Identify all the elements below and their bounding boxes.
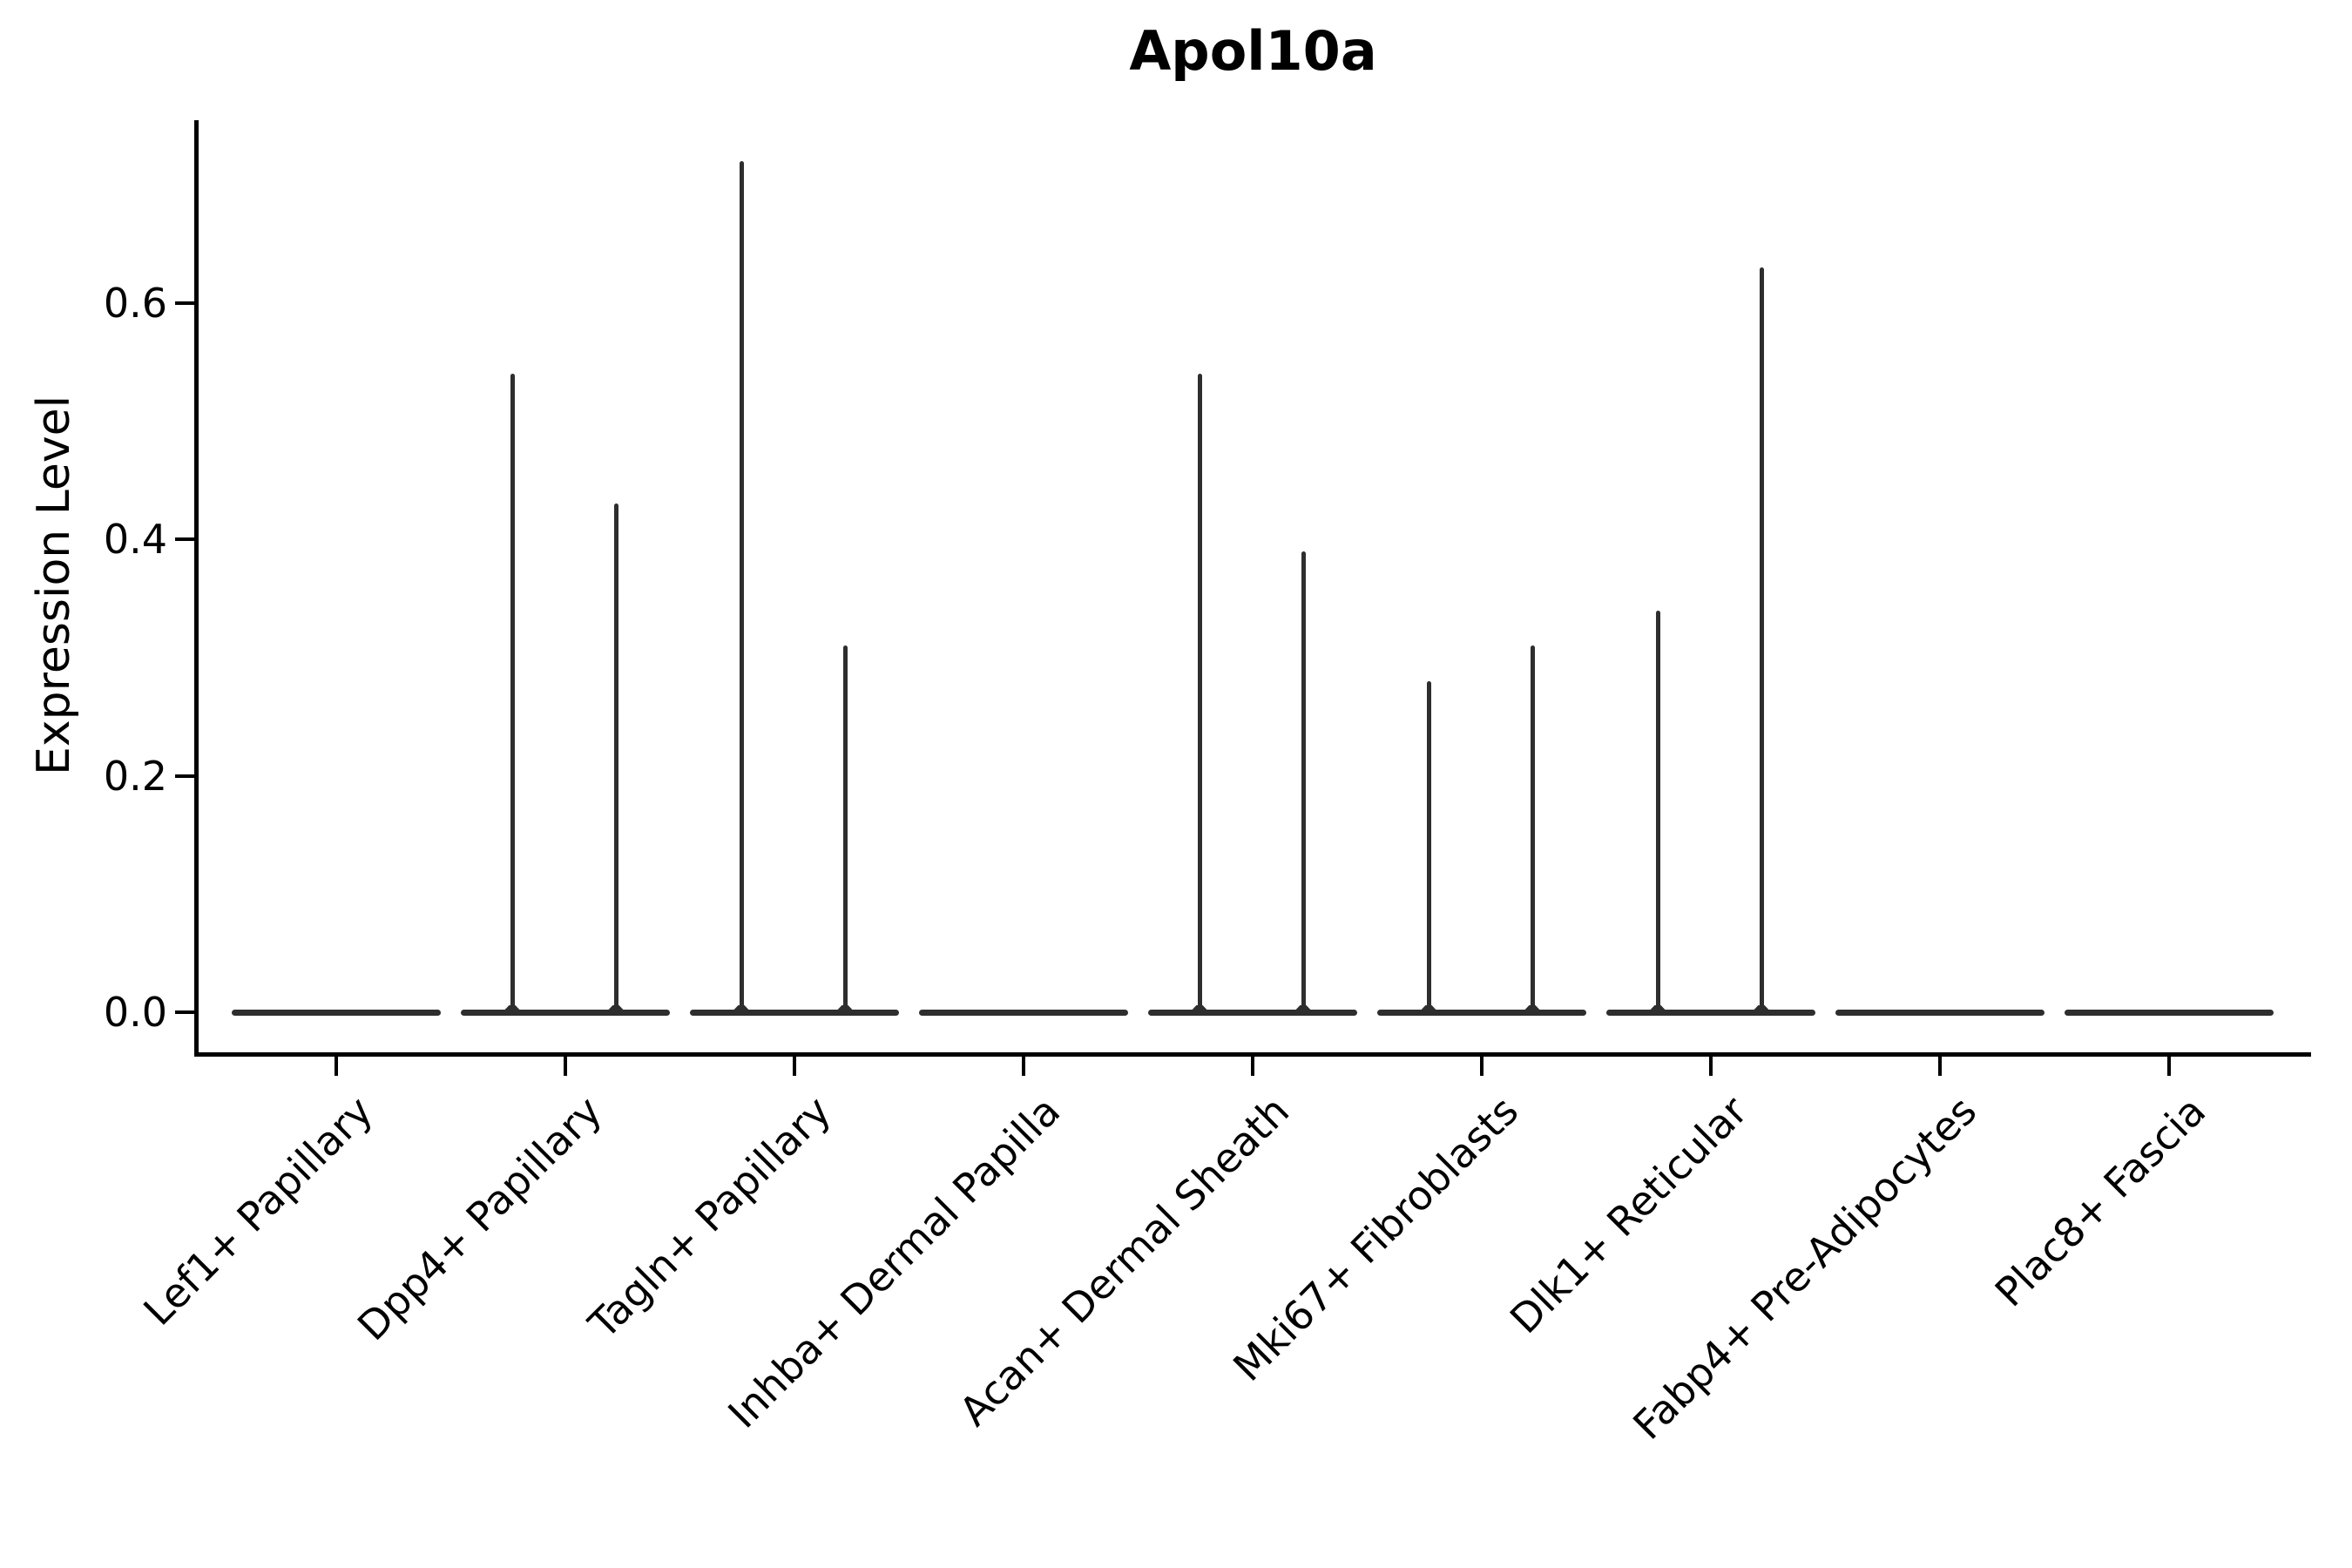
y-tick <box>175 774 194 778</box>
violin-base <box>2065 1010 2274 1016</box>
violin-spike <box>1531 645 1535 1015</box>
violin-base <box>690 1010 899 1016</box>
y-tick-label: 0.0 <box>103 989 167 1036</box>
violin-spike <box>510 374 515 1015</box>
violin-spike <box>614 504 618 1015</box>
x-tick <box>1938 1057 1942 1076</box>
x-tick <box>1022 1057 1025 1076</box>
x-tick <box>793 1057 796 1076</box>
violin-spike <box>1656 611 1660 1015</box>
violin-spike <box>1198 374 1202 1015</box>
violin-base <box>1377 1010 1586 1016</box>
y-tick <box>175 537 194 541</box>
x-tick <box>1709 1057 1713 1076</box>
x-axis-spine <box>194 1052 2311 1057</box>
y-axis-label: Expression Level <box>28 395 80 776</box>
y-tick-label: 0.2 <box>103 753 167 800</box>
y-tick <box>175 301 194 305</box>
chart-title: Apol10a <box>1129 19 1377 83</box>
x-tick <box>335 1057 338 1076</box>
violin-spike <box>843 645 848 1015</box>
y-tick-label: 0.4 <box>103 516 167 563</box>
x-tick <box>564 1057 567 1076</box>
y-axis-spine <box>194 120 199 1057</box>
violin-base <box>1835 1010 2044 1016</box>
y-tick-label: 0.6 <box>103 280 167 327</box>
x-tick <box>2167 1057 2171 1076</box>
violin-base <box>461 1010 670 1016</box>
violin-base <box>919 1010 1128 1016</box>
violin-base <box>232 1010 441 1016</box>
violin-base <box>1606 1010 1815 1016</box>
violin-spike <box>1760 267 1764 1015</box>
y-tick <box>175 1010 194 1014</box>
violin-spike <box>1427 681 1431 1015</box>
violin-spike <box>1301 551 1306 1015</box>
x-tick <box>1251 1057 1254 1076</box>
x-tick <box>1480 1057 1484 1076</box>
violin-spike <box>740 161 744 1015</box>
violin-base <box>1148 1010 1357 1016</box>
